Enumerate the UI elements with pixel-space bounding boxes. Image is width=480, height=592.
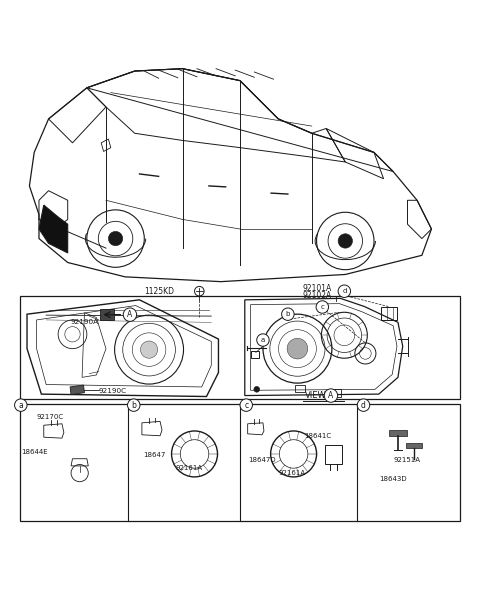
Text: 18647D: 18647D <box>249 456 276 463</box>
Text: 18647: 18647 <box>144 452 166 458</box>
Text: 1125KD: 1125KD <box>144 287 174 296</box>
Circle shape <box>338 234 352 248</box>
Text: 92190C: 92190C <box>99 388 127 394</box>
Circle shape <box>257 334 269 346</box>
Text: 92102A: 92102A <box>302 291 332 300</box>
Text: a: a <box>18 401 23 410</box>
Circle shape <box>254 387 260 392</box>
Polygon shape <box>70 385 84 395</box>
Circle shape <box>14 399 27 411</box>
Text: 92170C: 92170C <box>36 414 64 420</box>
Text: a: a <box>261 337 265 343</box>
Text: 18644E: 18644E <box>21 449 48 455</box>
Circle shape <box>141 341 157 358</box>
Circle shape <box>240 399 252 411</box>
Text: 18641C: 18641C <box>305 433 332 439</box>
Text: VIEW: VIEW <box>305 391 326 400</box>
Text: b: b <box>286 311 290 317</box>
Text: 92151A: 92151A <box>393 456 420 463</box>
Text: A: A <box>328 391 334 400</box>
Text: d: d <box>361 401 366 410</box>
Circle shape <box>316 301 328 313</box>
Text: 18643D: 18643D <box>379 476 407 482</box>
Text: 92101A: 92101A <box>302 284 332 293</box>
Text: 92161A: 92161A <box>175 465 203 471</box>
Circle shape <box>324 389 337 402</box>
Polygon shape <box>39 205 68 253</box>
Text: d: d <box>342 288 347 294</box>
Text: 92161A: 92161A <box>278 470 305 476</box>
Polygon shape <box>406 443 422 448</box>
Polygon shape <box>100 310 114 320</box>
Text: 92190A: 92190A <box>70 319 98 326</box>
Text: c: c <box>244 401 248 410</box>
Polygon shape <box>389 430 407 436</box>
Circle shape <box>108 231 123 246</box>
Text: c: c <box>320 304 324 310</box>
Circle shape <box>287 338 308 359</box>
Text: A: A <box>127 310 132 319</box>
Text: b: b <box>132 401 136 410</box>
Circle shape <box>357 399 370 411</box>
Circle shape <box>282 308 294 320</box>
Circle shape <box>128 399 140 411</box>
Circle shape <box>123 308 137 321</box>
Circle shape <box>338 285 350 297</box>
